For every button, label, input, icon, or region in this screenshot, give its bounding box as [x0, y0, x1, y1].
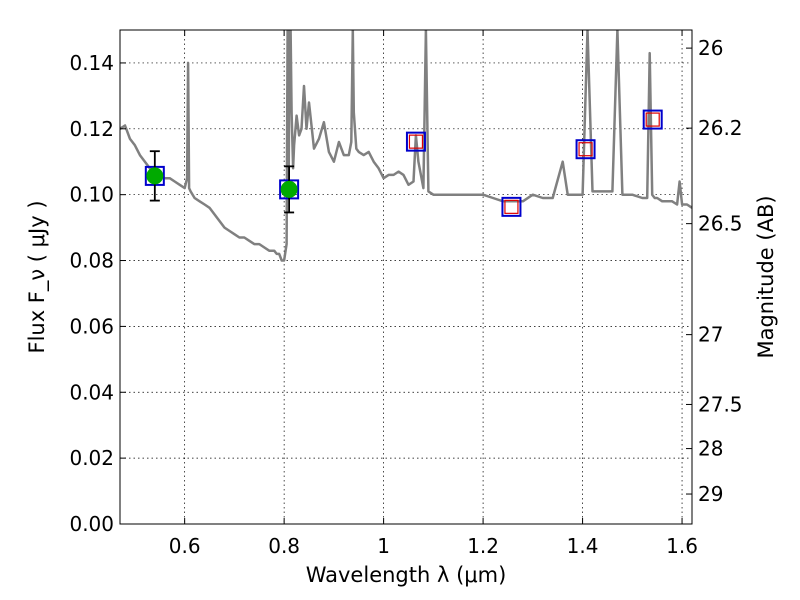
plot-frame — [119, 29, 693, 525]
model-photometry-square — [501, 196, 522, 217]
y2-tick-label: 29 — [698, 482, 723, 506]
y2-tick-label: 26 — [698, 36, 723, 60]
y-tick-label: 0.08 — [69, 249, 114, 273]
x-tick-label: 1.4 — [567, 534, 599, 558]
y-tick-label: 0.12 — [69, 117, 114, 141]
x-axis-label: Wavelength λ (μm) — [306, 563, 507, 587]
predicted-photometry-square — [504, 199, 519, 214]
x-tick-label: 1.6 — [666, 534, 698, 558]
y-tick-label: 0.00 — [69, 512, 114, 536]
spectrum-line — [120, 30, 692, 262]
y-axis-label: Flux F_ν ( μJy ) — [25, 200, 50, 353]
y-axis-ticks: 0.00 0.02 0.04 0.06 0.08 0.10 0.12 0.14 — [69, 51, 126, 536]
y-tick-label: 0.02 — [69, 446, 114, 470]
y-tick-label: 0.04 — [69, 380, 114, 404]
model-photometry-square — [405, 131, 426, 152]
y-tick-label: 0.10 — [69, 183, 114, 207]
y2-axis-ticks: 26 26.2 26.5 27 27.5 28 29 — [686, 36, 743, 506]
observed-photometry-point — [280, 180, 298, 198]
y-tick-label: 0.14 — [69, 51, 114, 75]
x-axis-ticks: 0.6 0.8 1 1.2 1.4 1.6 — [169, 30, 698, 558]
spectrum-layer — [120, 30, 692, 262]
y2-tick-label: 26.2 — [698, 116, 743, 140]
y2-tick-label: 27 — [698, 323, 723, 347]
y2-tick-label: 26.5 — [698, 212, 743, 236]
predicted-photometry-square — [578, 142, 593, 157]
y-tick-label: 0.06 — [69, 314, 114, 338]
predicted-photometry-square — [645, 112, 660, 127]
model-photometry-square — [642, 109, 663, 130]
y2-tick-label: 27.5 — [698, 392, 743, 416]
x-tick-label: 1 — [377, 534, 390, 558]
predicted-photometry-square — [408, 134, 424, 149]
y2-tick-label: 28 — [698, 437, 723, 461]
model-photometry-square — [575, 139, 596, 160]
photometry-markers — [144, 109, 663, 217]
y2-axis-label: Magnitude (AB) — [754, 195, 778, 358]
x-tick-label: 1.2 — [467, 534, 499, 558]
observed-photometry-point — [146, 167, 164, 185]
x-tick-label: 0.8 — [268, 534, 300, 558]
x-tick-label: 0.6 — [169, 534, 201, 558]
